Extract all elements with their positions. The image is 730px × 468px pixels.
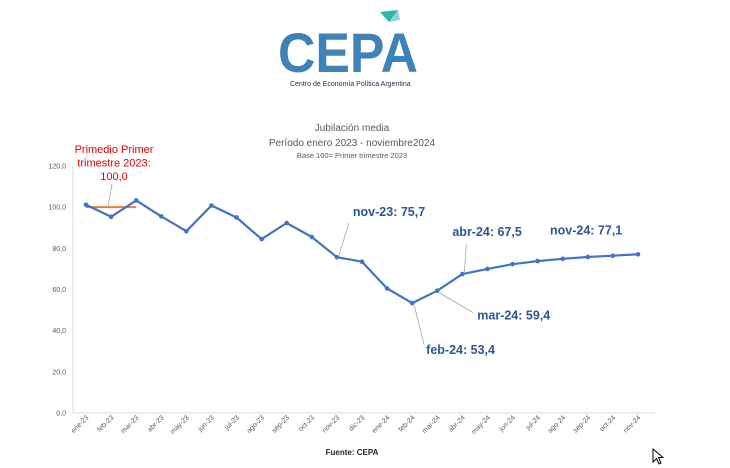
data-point <box>133 198 139 203</box>
y-axis-ticks: 0,0 20,0 40,0 60,0 80,0 100,0 120,0 <box>48 164 66 418</box>
mouse-cursor-icon <box>652 448 665 465</box>
cepa-logo: CEPA Centro de Economía Política Argenti… <box>278 10 418 88</box>
data-point <box>334 254 340 260</box>
data-point <box>434 288 440 294</box>
annotation-label: nov-24: 77,1 <box>550 223 622 237</box>
x-tick-label: mar-24 <box>421 414 442 435</box>
data-point <box>209 203 214 208</box>
data-point <box>585 254 591 260</box>
annotation-leader-line <box>413 304 425 346</box>
y-tick-label: 80,0 <box>52 246 66 253</box>
annotation-label: abr-24: 67,5 <box>452 225 522 239</box>
x-tick-label: oct-23 <box>298 414 317 433</box>
x-tick-label: abr-23 <box>146 414 165 433</box>
data-point <box>510 261 515 267</box>
x-tick-label: sep-24 <box>572 414 592 434</box>
x-tick-label: ene-24 <box>371 414 391 434</box>
x-axis-ticks: ene-23 feb-23 mar-23 abr-23 may-23 jun-23 jul-… <box>70 414 642 436</box>
x-tick-label: dic-23 <box>348 414 367 433</box>
data-point <box>610 253 616 259</box>
cepa-subtitle: Centro de Economía Política Argentina <box>290 81 411 88</box>
annotation-label: nov-23: 75,7 <box>353 205 425 219</box>
y-tick-label: 100,0 <box>48 205 66 212</box>
reference-leader-line <box>107 183 113 207</box>
data-point <box>108 214 114 220</box>
x-tick-label: nov-24 <box>622 414 642 434</box>
reference-label-line: 100,0 <box>100 171 128 183</box>
x-tick-label: jun-24 <box>498 414 517 433</box>
data-point <box>560 256 566 262</box>
x-tick-label: feb-23 <box>97 414 116 433</box>
cepa-wordmark: CEPA <box>278 21 418 84</box>
x-tick-label: jul-24 <box>524 414 542 432</box>
logo-accent-shape <box>380 10 398 22</box>
x-tick-label: jun-23 <box>196 414 215 433</box>
data-point <box>259 236 264 242</box>
annotation-leaders <box>338 223 474 346</box>
x-tick-label: ago-24 <box>547 414 567 434</box>
annotation-label: feb-24: 53,4 <box>426 343 495 357</box>
data-point <box>460 271 465 277</box>
data-point <box>409 300 415 306</box>
x-tick-label: mar-23 <box>120 414 141 435</box>
data-point <box>158 214 164 219</box>
data-point <box>384 286 390 291</box>
x-tick-label: may-24 <box>470 414 492 436</box>
logo-accent-shape-light <box>389 10 400 22</box>
reference-label-line: Primedio Primer <box>75 144 154 156</box>
x-tick-label: feb-24 <box>398 414 417 433</box>
x-tick-label: ene-23 <box>70 414 90 434</box>
y-tick-label: 60,0 <box>52 287 66 294</box>
annotation-leader-line <box>439 292 474 314</box>
annotation-label: mar-24: 59,4 <box>477 309 550 323</box>
y-tick-label: 40,0 <box>52 328 66 335</box>
x-tick-label: oct-24 <box>599 414 618 433</box>
x-tick-label: nov-23 <box>321 414 341 434</box>
y-tick-label: 0,0 <box>56 411 66 418</box>
x-tick-label: ago-23 <box>246 414 266 434</box>
data-point <box>535 258 540 264</box>
chart-source: Fuente: CEPA <box>326 448 379 457</box>
annotation-leader-line <box>338 223 350 256</box>
x-tick-label: may-23 <box>169 414 191 436</box>
x-tick-label: abr-24 <box>448 414 467 433</box>
annotations: nov-23: 75,7 abr-24: 67,5 nov-24: 77,1 mar-… <box>353 205 622 357</box>
data-point <box>284 220 290 226</box>
reference-label-line: trimestre 2023: <box>77 158 150 170</box>
chart-base-note: Base 100= Primer trimestre 2023 <box>297 151 407 160</box>
data-point <box>485 266 490 272</box>
data-point <box>359 259 365 265</box>
data-point <box>83 202 89 207</box>
x-tick-label: jul-23 <box>223 414 241 432</box>
data-point <box>635 252 641 257</box>
data-point <box>309 234 315 240</box>
x-tick-label: sep-23 <box>271 414 291 434</box>
y-tick-label: 120,0 <box>48 164 66 171</box>
data-points <box>83 198 641 306</box>
y-tick-label: 20,0 <box>52 369 66 376</box>
chart-subtitle: Período enero 2023 - noviembre2024 <box>269 138 436 149</box>
chart-title: Jubilación media <box>315 123 390 134</box>
annotation-leader-line <box>463 244 467 273</box>
reference-label: Primedio Primer trimestre 2023:100,0 <box>75 144 154 183</box>
data-point <box>184 228 189 234</box>
data-point <box>234 215 239 220</box>
